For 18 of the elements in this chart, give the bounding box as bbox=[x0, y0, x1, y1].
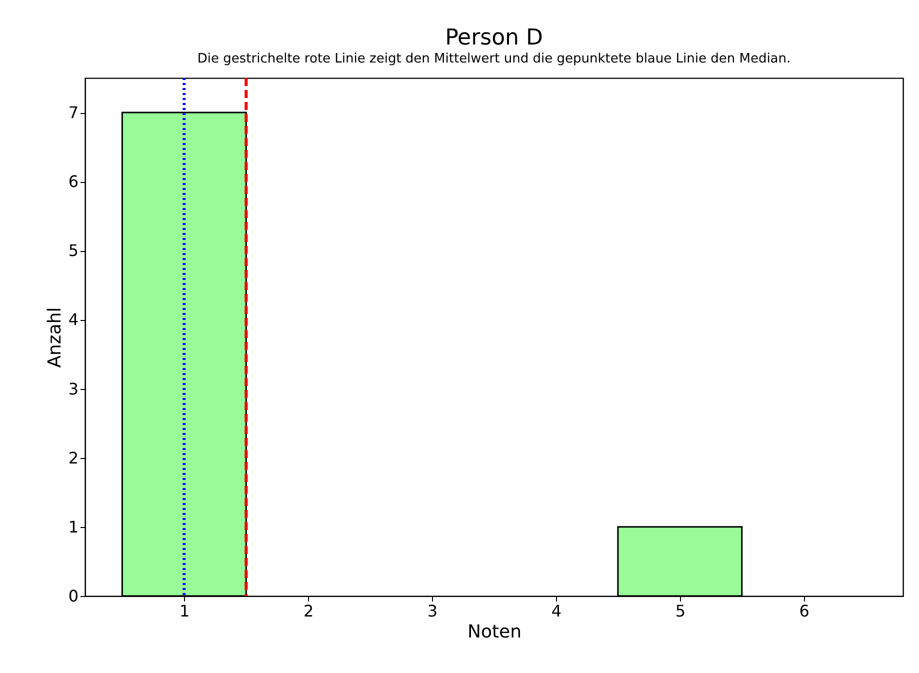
y-tick-label: 2 bbox=[68, 448, 78, 468]
y-tick-label: 4 bbox=[68, 310, 78, 330]
y-tick-label: 7 bbox=[68, 103, 78, 122]
x-tick-label: 2 bbox=[303, 602, 314, 620]
y-axis-title: Anzahl bbox=[44, 307, 66, 368]
chart-title: Person D bbox=[445, 26, 543, 50]
x-tick-label: 4 bbox=[551, 602, 562, 620]
x-tick-label: 6 bbox=[799, 602, 810, 620]
y-tick-label: 6 bbox=[68, 172, 78, 192]
x-tick-label: 1 bbox=[180, 602, 190, 620]
y-tick-label: 0 bbox=[68, 586, 78, 606]
x-tick-label: 3 bbox=[427, 602, 438, 620]
y-tick-label: 5 bbox=[68, 241, 78, 260]
y-tick-label: 1 bbox=[68, 517, 78, 536]
y-tick-label: 3 bbox=[68, 379, 78, 398]
x-tick-label: 5 bbox=[675, 602, 686, 620]
chart-subtitle: Die gestrichelte rote Linie zeigt den Mittelwert und die gepunktete blaue Linie den Median. bbox=[197, 52, 791, 66]
x-axis-title: Noten bbox=[467, 622, 522, 642]
